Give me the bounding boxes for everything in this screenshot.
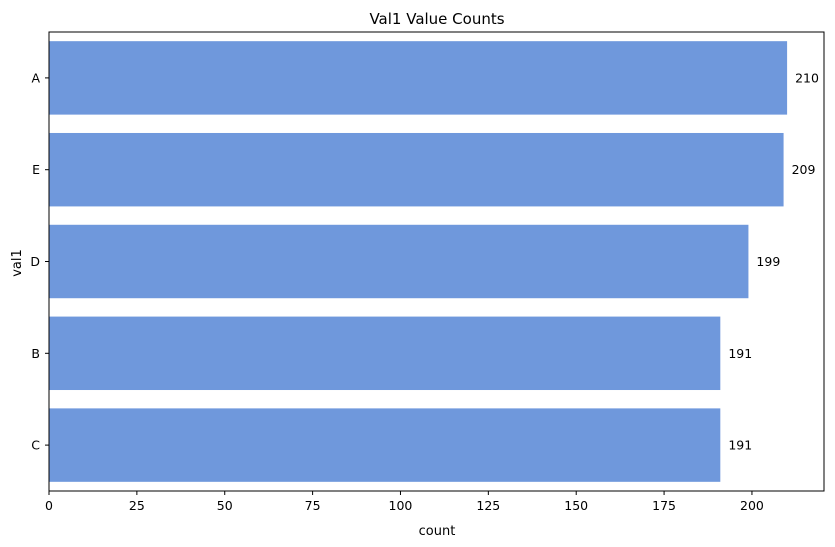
y-tick-label-a: A — [31, 70, 40, 85]
data-labels-group: 210 209 199 191 191 — [728, 70, 819, 452]
chart-title: Val1 Value Counts — [369, 10, 504, 28]
x-tick-label-25: 25 — [129, 498, 145, 513]
bar-e — [49, 132, 784, 207]
x-axis: 0 25 50 75 100 125 150 175 200 — [45, 491, 764, 513]
y-tick-label-c: C — [31, 438, 40, 453]
bars-group — [49, 41, 788, 482]
data-label-b: 191 — [728, 346, 752, 361]
y-axis: A E D B C — [30, 70, 49, 453]
y-axis-label: val1 — [10, 249, 25, 277]
bar-a — [49, 41, 788, 115]
data-label-e: 209 — [792, 162, 816, 177]
data-label-a: 210 — [795, 70, 819, 85]
bar-d — [49, 224, 749, 299]
x-axis-label: count — [419, 524, 456, 539]
y-tick-label-b: B — [31, 346, 40, 361]
y-tick-label-e: E — [32, 162, 40, 177]
x-tick-label-200: 200 — [740, 498, 764, 513]
y-tick-label-d: D — [30, 254, 40, 269]
x-tick-label-175: 175 — [652, 498, 676, 513]
data-label-d: 199 — [756, 254, 780, 269]
data-label-c: 191 — [728, 438, 752, 453]
x-tick-label-0: 0 — [45, 498, 53, 513]
plot-frame — [48, 31, 825, 492]
x-tick-label-125: 125 — [476, 498, 500, 513]
bar-b — [49, 316, 721, 391]
bar-c — [49, 408, 721, 482]
x-tick-label-100: 100 — [389, 498, 413, 513]
x-tick-label-50: 50 — [217, 498, 233, 513]
x-tick-label-150: 150 — [564, 498, 588, 513]
x-tick-label-75: 75 — [305, 498, 321, 513]
